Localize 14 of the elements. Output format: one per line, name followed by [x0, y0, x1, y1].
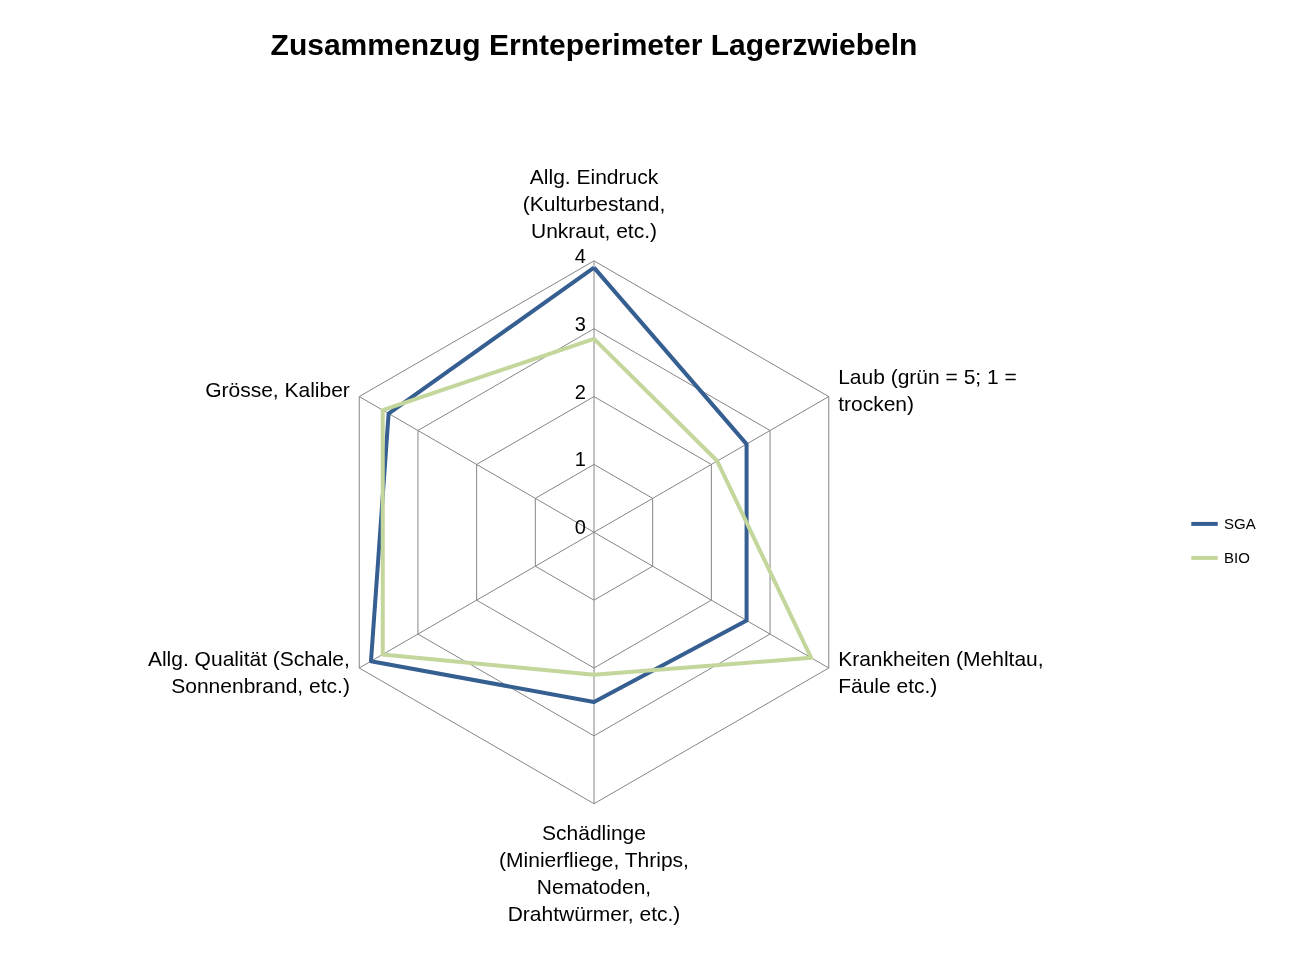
spoke-label: Grösse, Kaliber: [205, 378, 350, 402]
legend-label: SGA: [1224, 514, 1256, 532]
spoke-label: Schädlinge (Minierfliege, Thrips, Nematoden, Drahtwürmer, etc.): [499, 820, 689, 925]
spoke-label: Allg. Eindruck (Kulturbestand, Unkraut, etc.): [522, 164, 666, 242]
spoke-label: Krankheiten (Mehltau, Fäule etc.): [838, 646, 1044, 697]
y-tick-label: 4: [574, 244, 586, 267]
y-tick-label: 0: [574, 516, 586, 539]
y-tick-label: 3: [574, 312, 586, 335]
spoke-label: Allg. Qualität (Schale, Sonnenbrand, etc.): [147, 646, 350, 697]
y-tick-label: 2: [574, 380, 586, 403]
legend-label: BIO: [1224, 548, 1250, 566]
y-tick-label: 1: [574, 448, 586, 471]
chart-title: Zusammenzug Ernteperimeter Lagerzwiebeln: [270, 27, 918, 61]
spoke-label: Laub (grün = 5; 1 = trocken): [838, 364, 1017, 415]
